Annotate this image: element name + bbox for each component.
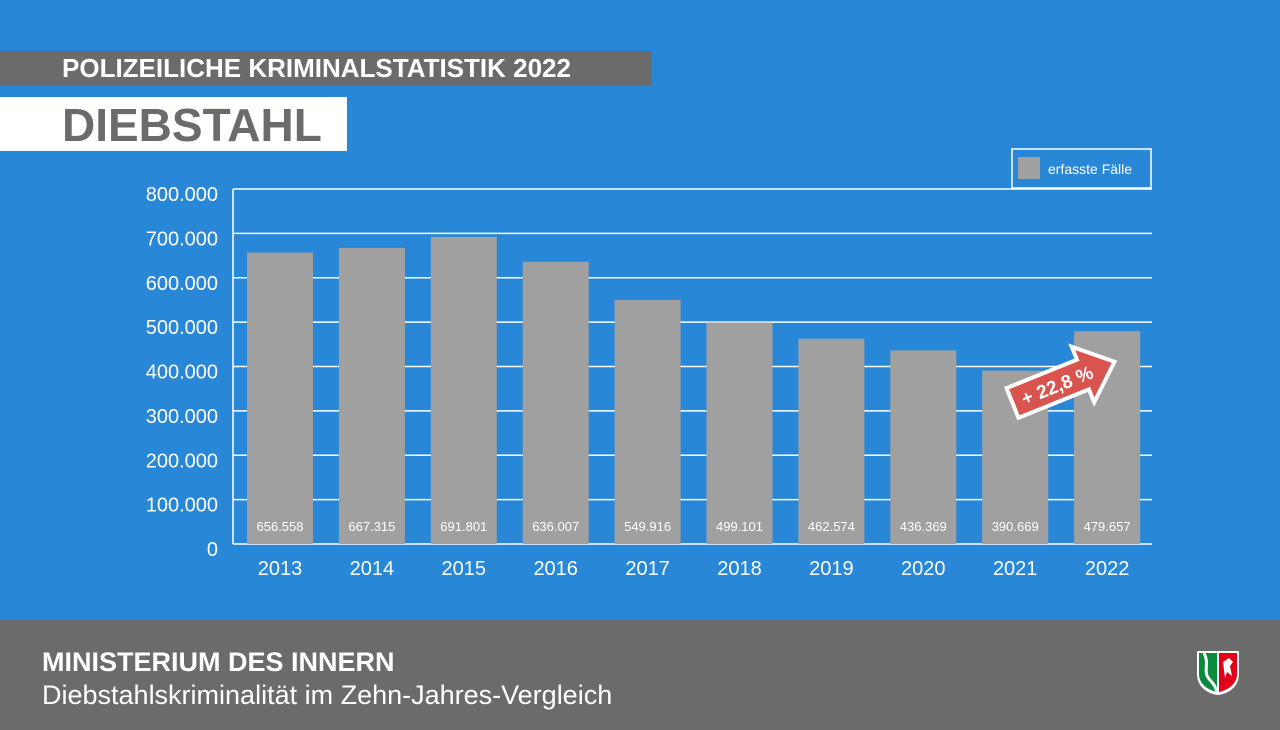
y-tick-label: 600.000 (146, 273, 218, 295)
x-tick-label: 2015 (442, 558, 487, 580)
y-tick-label: 800.000 (146, 184, 218, 206)
bar-2019 (798, 338, 865, 544)
value-label: 667.315 (348, 519, 395, 534)
supertitle: POLIZEILICHE KRIMINALSTATISTIK 2022 (0, 51, 651, 85)
x-tick-label: 2013 (258, 558, 303, 580)
legend: erfasste Fälle (1011, 148, 1152, 189)
bar-2020 (890, 350, 957, 544)
legend-swatch (1018, 157, 1040, 179)
nrw-crest-logo (1197, 651, 1239, 695)
value-label: 691.801 (440, 519, 487, 534)
x-tick-label: 2016 (533, 558, 578, 580)
ministry-name: MINISTERIUM DES INNERN (42, 647, 395, 677)
y-tick-label: 400.000 (146, 362, 218, 384)
bar-2017 (614, 299, 681, 544)
y-tick-label: 200.000 (146, 450, 218, 472)
y-tick-label: 700.000 (146, 228, 218, 250)
value-label: 462.574 (808, 519, 855, 534)
y-tick-label: 300.000 (146, 406, 218, 428)
arrow-icon (1003, 343, 1118, 421)
bar-2015 (430, 237, 497, 544)
x-tick-label: 2020 (901, 558, 946, 580)
y-tick-label: 100.000 (146, 495, 218, 517)
bar-2018 (706, 322, 773, 544)
bar-chart: 0 100.000 200.000 300.000 400.000 500.000 600.… (146, 148, 1152, 580)
x-tick-label: 2018 (717, 558, 762, 580)
page-title: DIEBSTAHL (0, 97, 347, 151)
x-tick-label: 2014 (350, 558, 395, 580)
value-label: 499.101 (716, 519, 763, 534)
value-label: 436.369 (900, 519, 947, 534)
bar-2013 (247, 252, 313, 544)
x-tick-label: 2021 (993, 558, 1038, 580)
x-tick-label: 2019 (809, 558, 854, 580)
footer: MINISTERIUM DES INNERN Diebstahlskrimina… (0, 620, 1280, 730)
bar-2014 (338, 247, 405, 544)
x-tick-label: 2017 (625, 558, 670, 580)
value-label: 390.669 (992, 519, 1039, 534)
y-tick-label: 500.000 (146, 317, 218, 339)
x-tick-label: 2022 (1085, 558, 1130, 580)
y-tick-label: 0 (207, 539, 218, 561)
footer-subtitle: Diebstahlskriminalität im Zehn-Jahres-Ve… (42, 680, 613, 710)
value-label: 479.657 (1084, 519, 1131, 534)
value-label: 636.007 (532, 519, 579, 534)
legend-label: erfasste Fälle (1048, 161, 1132, 177)
bar-2016 (522, 261, 589, 544)
value-label: 549.916 (624, 519, 671, 534)
value-label: 656.558 (257, 519, 304, 534)
increase-annotation: + 22,8 % (1003, 343, 1118, 421)
